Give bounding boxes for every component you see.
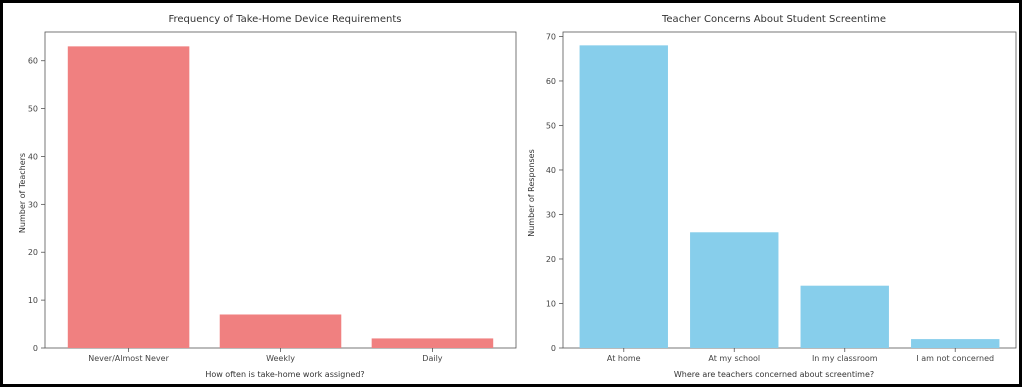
y-tick-label: 50 (546, 121, 556, 130)
bar-in-my-classroom (800, 285, 889, 348)
bar-weekly (219, 314, 342, 348)
y-tick-label: 50 (28, 105, 38, 114)
bar-never-almost-never (67, 46, 190, 348)
y-axis-label: Number of Teachers (18, 153, 27, 233)
y-tick-label: 30 (28, 200, 38, 209)
bar-i-am-not-concerned (911, 339, 1000, 348)
y-tick-label: 20 (28, 248, 38, 257)
y-tick-label: 20 (546, 255, 556, 264)
y-tick-label: 40 (28, 152, 38, 161)
chart-screentime-concerns: Teacher Concerns About Student Screentim… (527, 14, 1017, 379)
x-tick-label: I am not concerned (916, 354, 994, 363)
x-tick-label: At home (607, 354, 641, 363)
x-tick-label: Weekly (266, 354, 295, 363)
bar-at-my-school (690, 232, 779, 348)
y-tick-label: 0 (33, 344, 38, 353)
y-tick-label: 70 (546, 32, 556, 41)
y-tick-label: 60 (546, 77, 556, 86)
plot-area-frame (562, 31, 1017, 349)
y-axis-label: Number of Responses (527, 149, 536, 237)
x-tick-label: Never/Almost Never (88, 354, 169, 363)
x-tick-label: In my classroom (812, 354, 878, 363)
x-axis-label: How often is take-home work assigned? (205, 370, 364, 379)
x-tick-label: At my school (708, 354, 760, 363)
x-tick-label: Daily (422, 354, 443, 363)
y-tick-label: 10 (546, 299, 556, 308)
x-axis-label: Where are teachers concerned about scree… (674, 370, 874, 379)
chart-take-home-frequency: Frequency of Take-Home Device Requiremen… (18, 14, 517, 379)
bar-at-home (579, 45, 668, 348)
y-tick-label: 60 (28, 57, 38, 66)
y-tick-label: 30 (546, 210, 556, 219)
y-tick-label: 40 (546, 166, 556, 175)
chart-title: Frequency of Take-Home Device Requiremen… (168, 14, 401, 25)
y-tick-label: 10 (28, 296, 38, 305)
y-tick-label: 0 (551, 344, 556, 353)
chart-title: Teacher Concerns About Student Screentim… (661, 14, 886, 25)
bar-daily (371, 338, 494, 348)
